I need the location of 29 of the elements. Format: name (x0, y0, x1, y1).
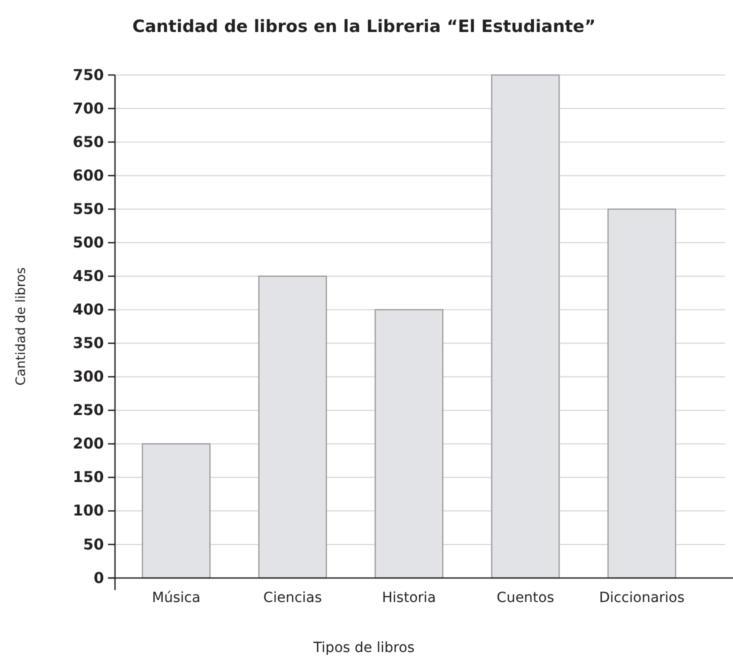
y-tick-label: 650 (72, 132, 104, 151)
y-tick-label: 400 (72, 300, 104, 319)
y-tick-label: 100 (72, 502, 104, 520)
x-tick-label: Cuentos (496, 590, 554, 606)
y-tick-label: 350 (72, 334, 104, 352)
x-tick-label: Ciencias (263, 590, 322, 606)
x-tick-label: Historia (382, 590, 436, 606)
y-tick-label: 600 (72, 166, 104, 184)
y-tick-label: 750 (72, 66, 104, 84)
y-tick-label: 550 (72, 200, 104, 218)
chart-title: Cantidad de libros en la Libreria “El Estudiante” (132, 17, 596, 37)
y-tick-label: 250 (72, 401, 104, 420)
bar (142, 443, 211, 579)
y-tick-label: 300 (72, 368, 104, 386)
y-axis-title: Cantidad de libros (14, 267, 29, 386)
bar (374, 309, 444, 579)
bar (607, 208, 676, 579)
bar (258, 276, 327, 579)
y-tick-label: 50 (83, 535, 104, 554)
x-axis-title: Tipos de libros (312, 640, 415, 656)
x-tick-label: Música (152, 590, 200, 606)
bar (491, 74, 560, 579)
y-tick-label: 0 (94, 568, 104, 587)
y-tick-label: 150 (72, 468, 104, 486)
y-tick-label: 700 (72, 99, 104, 118)
x-tick-label: Diccionarios (599, 590, 685, 606)
y-tick-label: 450 (72, 267, 104, 285)
y-tick-label: 200 (72, 434, 104, 453)
y-tick-label: 500 (72, 233, 104, 252)
